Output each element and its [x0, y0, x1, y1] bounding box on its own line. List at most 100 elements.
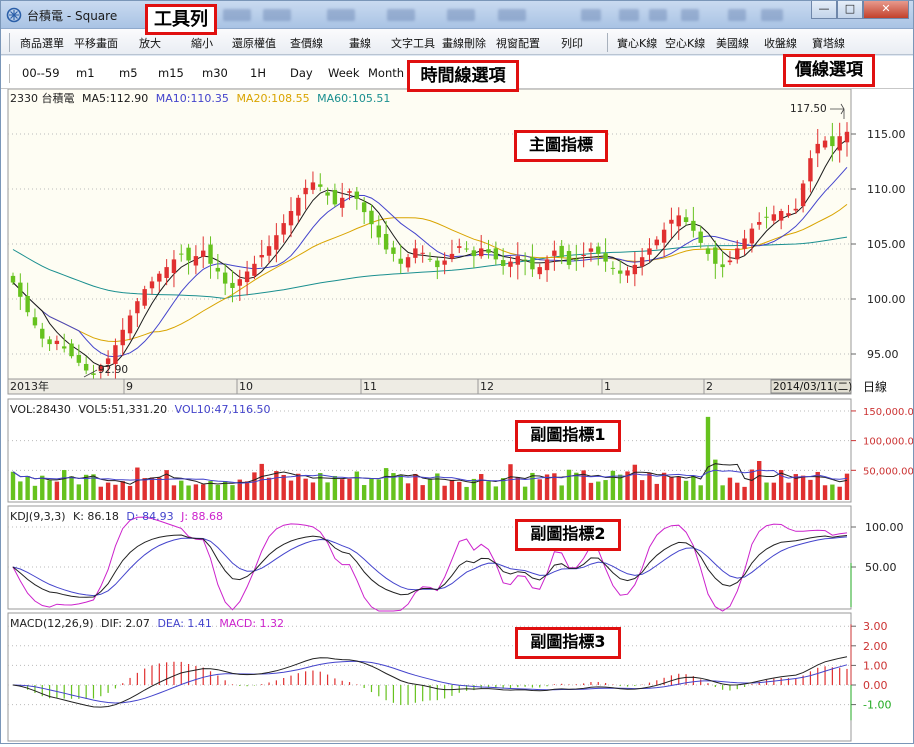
cursor-date-box [770, 379, 852, 394]
candle-body [354, 191, 360, 199]
volume-bar [54, 481, 60, 500]
toolbar-tower-line[interactable]: 寶塔線 [812, 37, 845, 50]
legend-kdj-j: J: 88.68 [180, 510, 223, 523]
volume-bar [749, 469, 755, 500]
volume-bar [581, 470, 586, 500]
candle-body [559, 245, 564, 258]
volume-bar [230, 485, 235, 500]
toolbar-hollow-candle[interactable]: 空心K線 [665, 37, 706, 50]
kdj-axis[interactable]: 100.00 50.00 [850, 521, 904, 607]
candle-body [296, 197, 301, 216]
timeframe-1h[interactable]: 1H [250, 66, 266, 80]
timeframe-m1[interactable]: m1 [76, 66, 95, 80]
chart-area[interactable]: 2330 台積電 MA5:112.90 MA10:110.35 MA20:108… [1, 88, 914, 743]
toolbar-product-menu[interactable]: 商品選單 [20, 37, 64, 50]
toolbar-draw-line[interactable]: 畫線 [349, 37, 371, 50]
candle-body [727, 260, 733, 263]
toolbar-zoom-in[interactable]: 放大 [139, 37, 161, 50]
toolbar-solid-candle[interactable]: 實心K線 [617, 37, 658, 50]
toolbar-zoom-out[interactable]: 縮小 [191, 37, 213, 50]
volume-bar [347, 478, 352, 500]
toolbar-restore-rights[interactable]: 還原權值 [232, 37, 276, 50]
maximize-button[interactable]: □ [837, 1, 863, 19]
timeframe-week[interactable]: Week [328, 66, 360, 80]
close-button[interactable]: ✕ [863, 1, 909, 19]
toolbar-print[interactable]: 列印 [561, 37, 583, 50]
volume-chart-panel[interactable] [7, 398, 852, 503]
volume-bar [574, 472, 579, 500]
toolbar-delete-line[interactable]: 畫線刪除 [442, 37, 486, 50]
volume-bar [266, 477, 272, 500]
kdj-chart-panel[interactable] [7, 505, 852, 610]
volume-bar [120, 481, 125, 500]
toolbar-text-tool[interactable]: 文字工具 [391, 37, 435, 50]
chart-canvas[interactable]: 2330 台積電 MA5:112.90 MA10:110.35 MA20:108… [1, 88, 914, 743]
macd-chart-panel[interactable] [7, 612, 852, 742]
candle-body [830, 136, 835, 147]
candle-body [522, 259, 528, 261]
legend-kdj-k: K: 86.18 [73, 510, 119, 523]
volume-bar [713, 459, 718, 500]
timeframe-month[interactable]: Month [368, 66, 405, 80]
volume-bar [603, 480, 608, 500]
candle-body [603, 253, 608, 262]
title-bar[interactable]: 台積電 - Square — □ ✕ [1, 1, 913, 29]
volume-bar [793, 474, 798, 500]
candle-body [54, 340, 60, 345]
candle-body [771, 214, 777, 221]
volume-axis[interactable]: 150,000.00 100,000.00 50,000.00 [851, 407, 914, 477]
timeframe-m30[interactable]: m30 [202, 66, 228, 80]
minimize-button[interactable]: — [811, 1, 837, 19]
volume-bar [800, 475, 806, 500]
candle-body [274, 235, 279, 250]
toolbar-price-line[interactable]: 查價線 [290, 37, 323, 50]
candle-body [566, 251, 572, 265]
volume-bar [844, 473, 850, 500]
timeframe-day[interactable]: Day [290, 66, 313, 80]
toolbar-window-layout[interactable]: 視窗配置 [496, 37, 540, 50]
candle-body [47, 339, 52, 345]
candle-body [135, 301, 140, 314]
macd-axis[interactable]: 3.00 2.00 1.00 0.00 -1.00 [850, 620, 891, 721]
candle-body [515, 256, 520, 265]
date-axis-labels: 2013年 9 10 11 12 1 2 [7, 379, 713, 394]
legend-kdj-d: D: 84.93 [126, 510, 173, 523]
candle-body [508, 261, 513, 267]
ma10-path [12, 166, 848, 358]
toolbar-close-line[interactable]: 收盤線 [764, 37, 797, 50]
main-chart-grid [8, 133, 851, 355]
timeframe-tick[interactable]: 00--59 [22, 66, 60, 80]
volume-bar [113, 484, 118, 500]
volume-bar [32, 485, 38, 500]
volume-bar [654, 483, 659, 500]
candle-body [25, 295, 30, 313]
legend-macd-dea: DEA: 1.41 [157, 617, 211, 630]
volume-bar [310, 482, 316, 500]
callout-sub-indicator-1: 副圖指標1 [515, 420, 621, 452]
volume-bar [361, 485, 367, 500]
main-price-axis[interactable]: 115.00 110.00 105.00 100.00 95.00 [851, 128, 906, 361]
candle-body [596, 246, 601, 254]
candle-body [252, 263, 257, 276]
date-label: 12 [480, 380, 494, 393]
candle-body [449, 253, 455, 259]
volume-bar [537, 479, 542, 500]
volume-bar [259, 463, 264, 500]
blurred-menu-item [619, 9, 639, 21]
candle-body [193, 256, 199, 266]
candle-body [632, 264, 638, 275]
volume-tick-label: 150,000.00 [863, 407, 913, 418]
main-chart-panel[interactable] [7, 88, 852, 380]
kdj-lines [12, 516, 848, 612]
toolbar-ohlc-bar[interactable]: 美國線 [716, 37, 749, 50]
volume-bar [340, 479, 345, 500]
timeframe-m15[interactable]: m15 [158, 66, 184, 80]
candle-body [720, 264, 725, 268]
volume-bar [369, 478, 374, 500]
kdj-legend: KDJ(9,3,3) K: 86.18 D: 84.93 J: 88.68 [10, 510, 223, 523]
date-label: 10 [239, 380, 253, 393]
volume-grid [8, 410, 851, 471]
toolbar-pan[interactable]: 平移畫面 [74, 37, 118, 50]
timeframe-m5[interactable]: m5 [119, 66, 138, 80]
candle-body [742, 238, 747, 249]
